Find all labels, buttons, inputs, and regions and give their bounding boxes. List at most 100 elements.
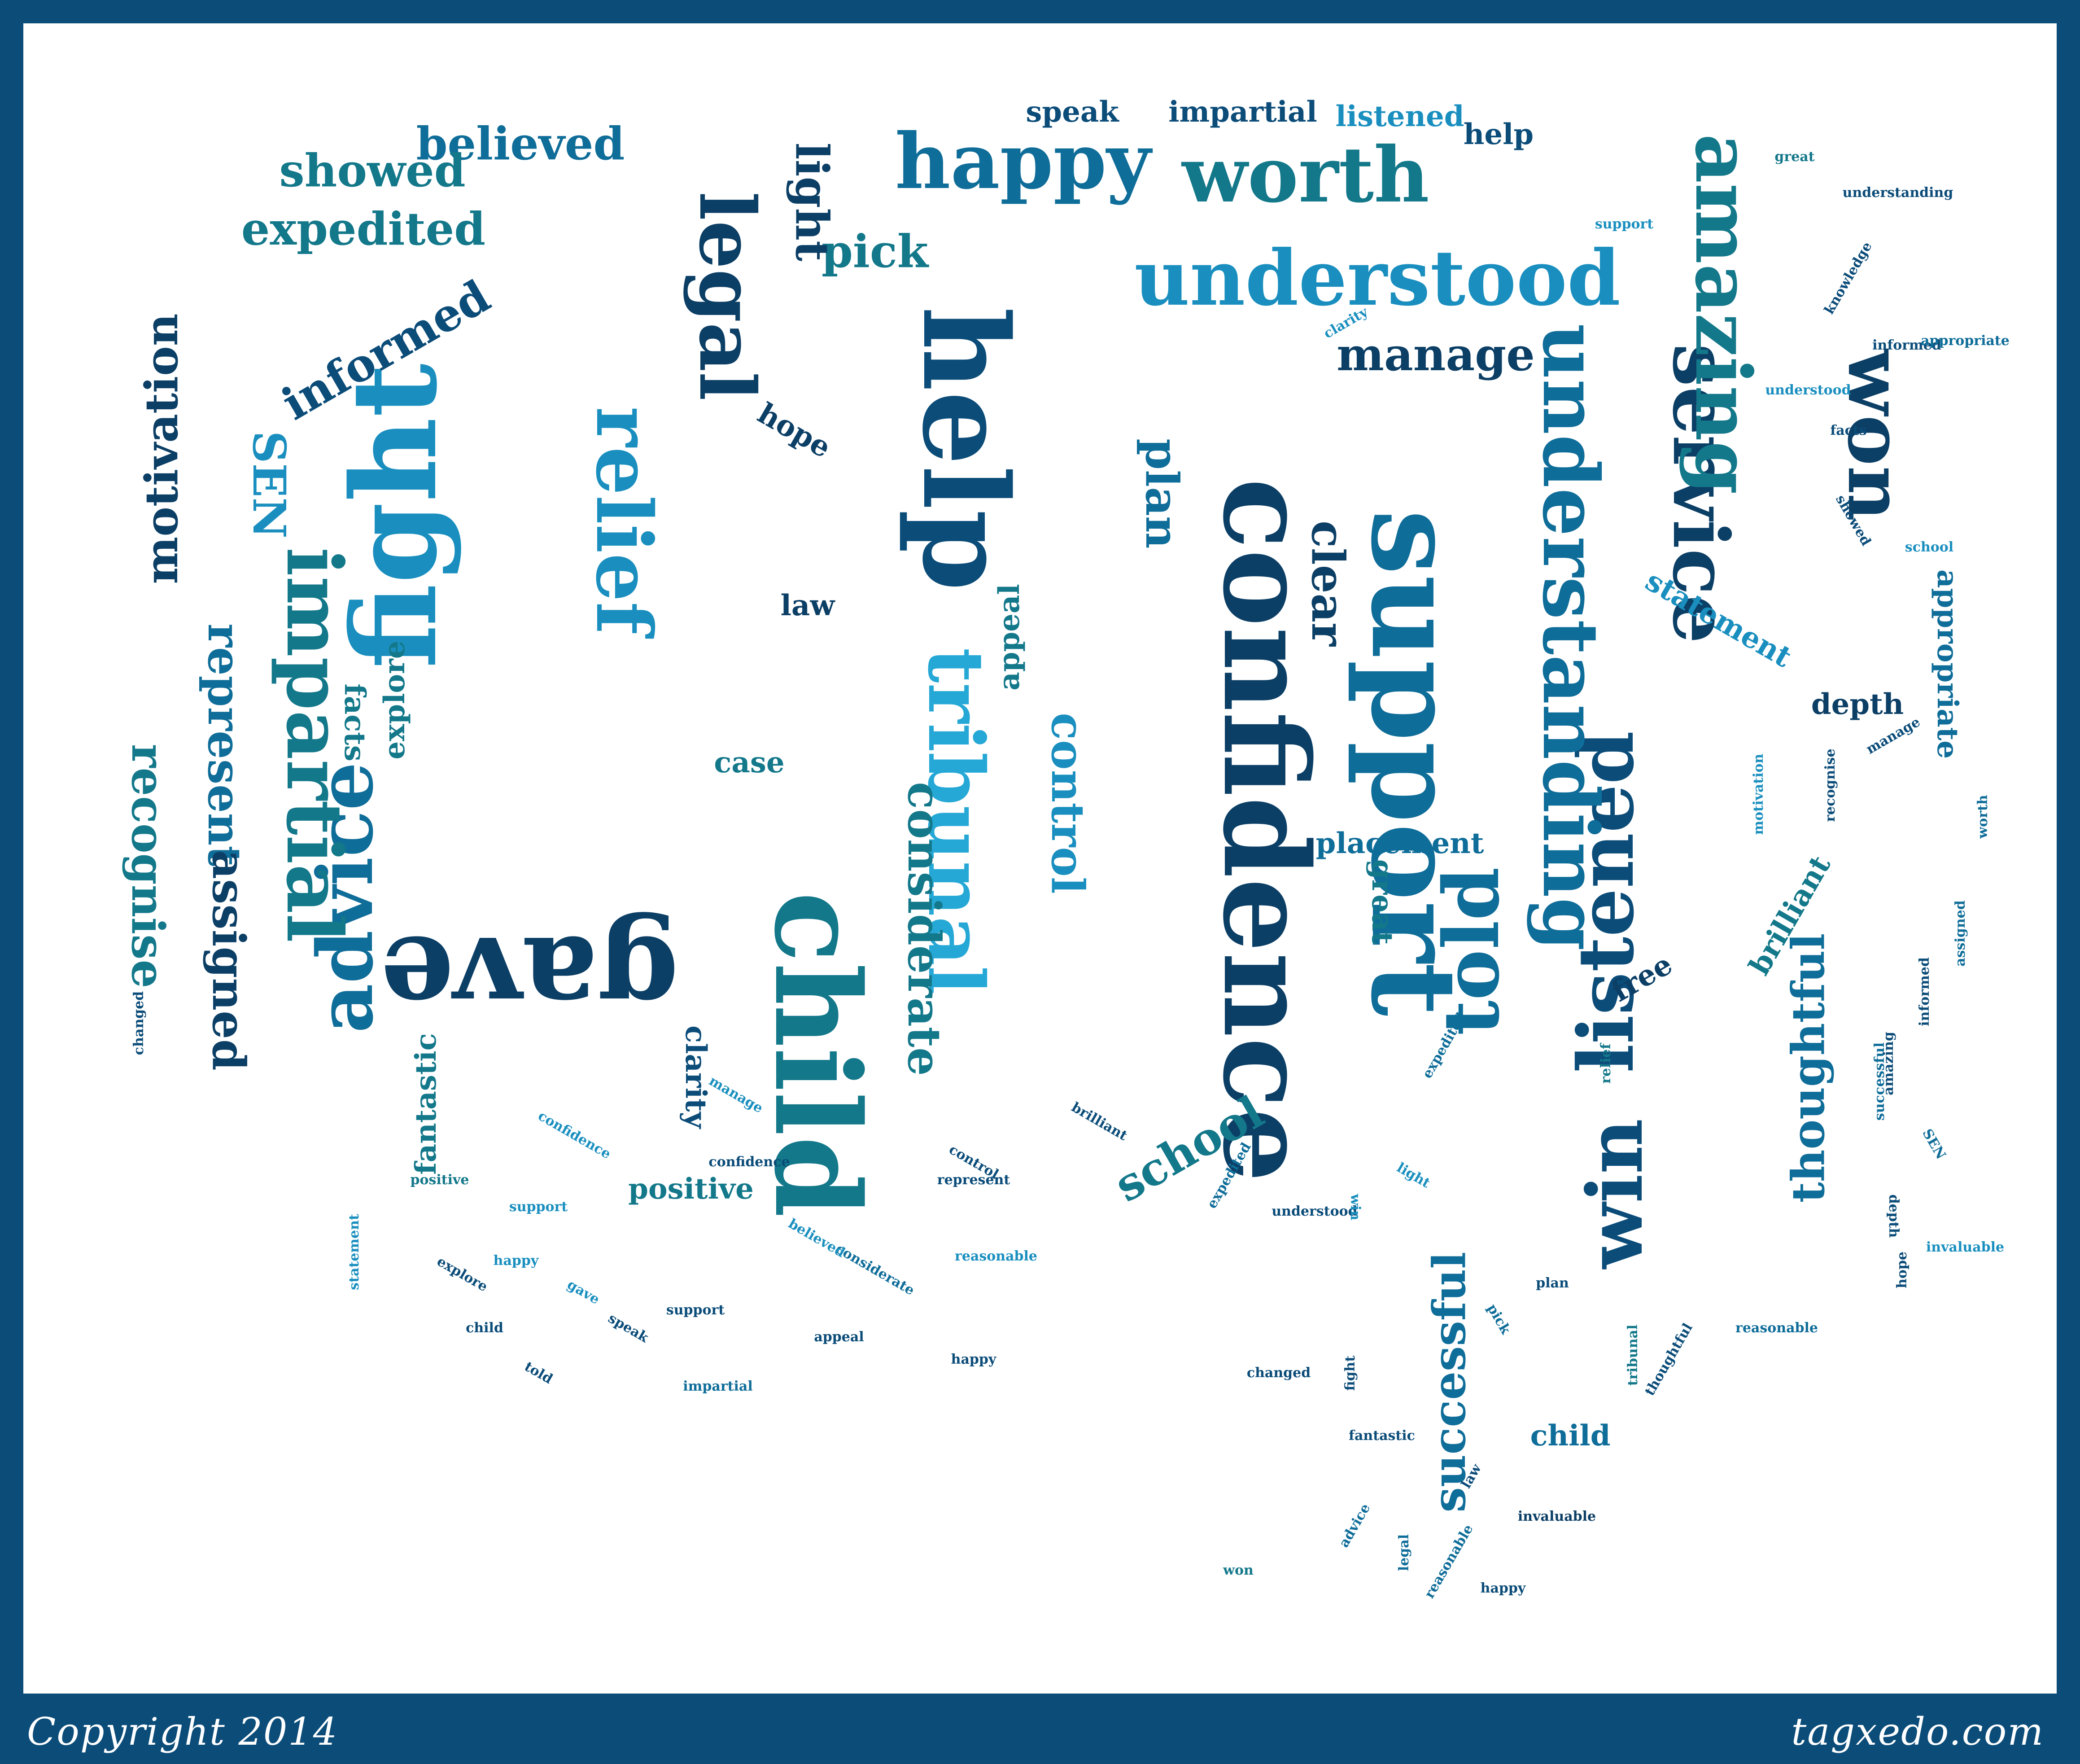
cloud-word: depth [1886, 1194, 1901, 1238]
cloud-word: invaluable [1517, 1509, 1596, 1524]
cloud-word: happy [895, 117, 1151, 206]
cloud-word: great [1774, 149, 1815, 165]
cloud-word: informed [1872, 337, 1941, 353]
cloud-word: pick [1484, 1301, 1514, 1337]
cloud-word: told [1427, 867, 1516, 1036]
cloud-word: positive [410, 1172, 469, 1188]
cloud-word: hope [1894, 1252, 1910, 1288]
cloud-word: appropriate [1931, 569, 1964, 759]
cloud-word: help [896, 306, 1033, 591]
cloud-word: appropriate [1921, 333, 2010, 349]
cloud-word: represent [198, 623, 251, 867]
cloud-word: worth [1182, 130, 1429, 220]
cloud-word: changed [131, 991, 147, 1055]
cloud-word: understood [1765, 382, 1851, 398]
cloud-word: amazing [1881, 1032, 1896, 1095]
cloud-word: changed [1246, 1365, 1311, 1381]
word-cloud-panel [23, 23, 2057, 1694]
cloud-word: brilliant [1068, 1099, 1130, 1144]
cloud-word: amazing [1678, 134, 1768, 495]
cloud-word: placement [1315, 827, 1484, 860]
cloud-word: legal [682, 191, 772, 401]
cloud-word: support [666, 1302, 725, 1318]
cloud-word: great [1365, 859, 1399, 945]
cloud-word: appeal [992, 584, 1026, 691]
cloud-word: informed [1917, 957, 1932, 1026]
cloud-word: thoughtful [1782, 933, 1835, 1203]
cloud-word: considerate [898, 782, 951, 1076]
cloud-word: gave [564, 1277, 603, 1308]
cloud-word: facts [1830, 423, 1867, 438]
cloud-word: facts [338, 683, 371, 762]
cloud-word: manage [1337, 328, 1535, 381]
cloud-word: represent [937, 1172, 1010, 1188]
cloud-word: child [466, 1320, 503, 1336]
cloud-word: happy [951, 1352, 996, 1367]
cloud-word: happy [1480, 1580, 1526, 1596]
cloud-word: explore [378, 640, 411, 760]
cloud-word: fantastic [1349, 1428, 1415, 1444]
cloud-word: appeal [814, 1329, 864, 1345]
cloud-word: motivation [1751, 753, 1766, 835]
cloud-word: listened [1335, 100, 1464, 133]
cloud-word: light [1394, 1160, 1433, 1191]
cloud-word: worth [1975, 795, 1991, 839]
cloud-word: SEN [243, 431, 296, 538]
cloud-word: child [1530, 1419, 1611, 1453]
cloud-word: understanding [1525, 324, 1615, 951]
cloud-word: knowledge [1821, 239, 1875, 317]
cloud-word: explore [434, 1253, 490, 1295]
cloud-word: case [714, 746, 785, 779]
cloud-word: legal [1396, 1534, 1412, 1571]
cloud-word: SEN [1919, 1126, 1949, 1162]
cloud-word: understanding [1842, 185, 1953, 201]
cloud-word: showed [279, 144, 466, 197]
cloud-word: believed [416, 117, 625, 170]
copyright-text: Copyright 2014 [27, 1710, 338, 1754]
cloud-word: clarity [679, 1025, 712, 1129]
cloud-word: clear [1302, 521, 1355, 646]
cloud-word: gave [380, 910, 679, 1047]
cloud-word: relief [579, 406, 669, 635]
cloud-word: depth [1811, 687, 1904, 721]
cloud-word: confidence [708, 1154, 790, 1170]
cloud-word: motivation [135, 313, 188, 584]
cloud-word: relief [1598, 1043, 1614, 1084]
cloud-word: help [1463, 118, 1534, 151]
cloud-word: assigned [1953, 900, 1968, 967]
cloud-word: support [509, 1199, 568, 1215]
cloud-word: pick [821, 225, 929, 278]
cloud-word: told [521, 1358, 555, 1388]
cloud-word: advice [1336, 1501, 1374, 1550]
cloud-word: control [1041, 713, 1094, 894]
cloud-word: speak [1026, 95, 1119, 129]
cloud-word: statement [346, 1214, 362, 1290]
cloud-word: confidence [535, 1108, 614, 1163]
cloud-word: win [1570, 1118, 1660, 1269]
cloud-word: school [1905, 539, 1954, 555]
site-credit: tagxedo.com [1791, 1710, 2044, 1754]
cloud-word: light [786, 142, 839, 262]
cloud-word: fantastic [409, 1033, 443, 1175]
cloud-word: positive [628, 1172, 754, 1206]
cloud-word: happy [493, 1253, 539, 1269]
cloud-word: plan [1136, 438, 1189, 549]
cloud-word: impartial [683, 1379, 753, 1394]
cloud-word: expedited [241, 202, 486, 255]
cloud-word: reasonable [1735, 1320, 1818, 1336]
cloud-word: tribunal [1625, 1324, 1641, 1386]
cloud-word: believed [786, 1216, 848, 1261]
cloud-word: win [1347, 1194, 1363, 1221]
cloud-word: reasonable [1421, 1522, 1477, 1602]
cloud-word: hope [752, 396, 837, 465]
cloud-word: understood [1272, 1204, 1358, 1219]
cloud-word: law [780, 589, 835, 622]
cloud-word: understood [1134, 233, 1621, 323]
cloud-word: assigned [202, 850, 255, 1071]
cloud-word: plan [1536, 1275, 1569, 1291]
cloud-word: recognise [1822, 748, 1838, 822]
cloud-word: invaluable [1926, 1239, 2005, 1255]
cloud-word: support [1595, 216, 1654, 232]
